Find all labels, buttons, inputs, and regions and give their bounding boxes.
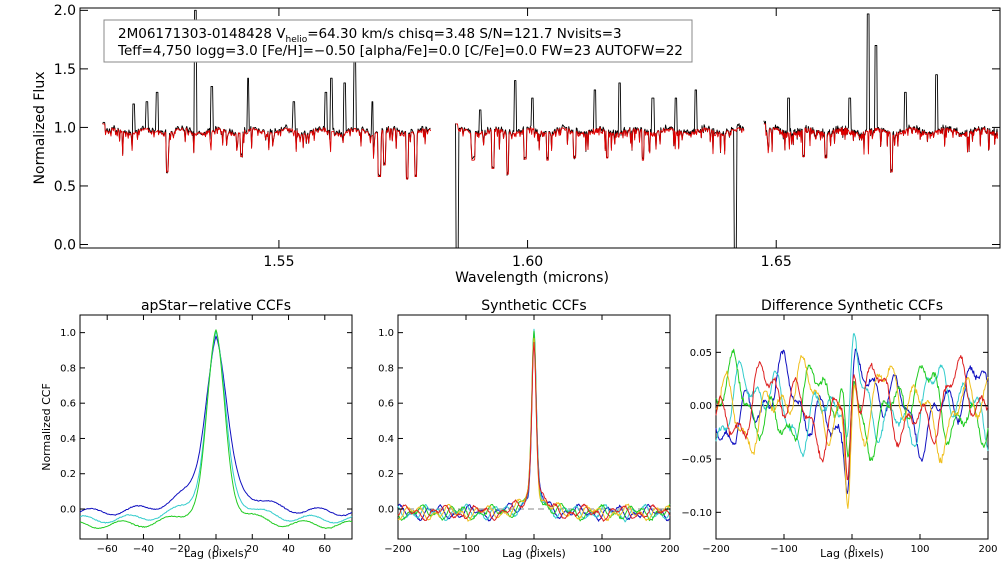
apstar-ccf-ticks: −60 −40 −20 0 20 40 60 0.0 0.2 0.4 0.6 0.8 1.0 bbox=[60, 315, 352, 555]
ytick-label: 0.8 bbox=[60, 363, 76, 374]
ytick-label: 0.4 bbox=[60, 434, 76, 445]
ytick-label: 0.2 bbox=[60, 469, 76, 480]
apstar-ccf-xlabel: Lag (pixels) bbox=[184, 547, 248, 560]
synthetic-ccf-series bbox=[397, 328, 671, 523]
xtick-label: 1.65 bbox=[761, 254, 792, 270]
xtick-label: 200 bbox=[660, 544, 679, 555]
ytick-label: 2.0 bbox=[54, 3, 76, 19]
ytick-label: 0.0 bbox=[378, 505, 394, 516]
difference-ccf-title: Difference Synthetic CCFs bbox=[761, 298, 943, 314]
observed-spectrum-chip-3 bbox=[763, 13, 998, 173]
synthetic-ccf-panel: −200 −100 0 100 200 0.0 0.2 0.4 0.6 0.8 1.0 Synthe… bbox=[378, 298, 679, 560]
ytick-label: 0.05 bbox=[690, 348, 712, 359]
xtick-label: −200 bbox=[702, 544, 729, 555]
difference-ccf-line-4 bbox=[715, 355, 989, 509]
model-spectrum-chip-3 bbox=[763, 123, 998, 173]
spectrum-ylabel: Normalized Flux bbox=[32, 72, 48, 185]
ytick-label: 0.6 bbox=[378, 399, 394, 410]
xtick-label: 40 bbox=[282, 544, 295, 555]
xtick-label: −100 bbox=[452, 544, 479, 555]
synthetic-ccf-title: Synthetic CCFs bbox=[481, 298, 586, 314]
xtick-label: 1.55 bbox=[263, 254, 294, 270]
ytick-label: 1.5 bbox=[54, 62, 76, 78]
synthetic-ccf-line-3 bbox=[397, 330, 671, 522]
synthetic-ccf-line-4 bbox=[397, 337, 671, 522]
spectrum-series bbox=[102, 9, 998, 249]
difference-ccf-series bbox=[715, 332, 989, 509]
spectrum-ticks: 1.55 1.60 1.65 0.0 0.5 1.0 1.5 2.0 bbox=[54, 3, 1000, 270]
ytick-label: 0.4 bbox=[378, 434, 394, 445]
apstar-ccf-line-1 bbox=[79, 335, 353, 517]
ytick-label: 0.00 bbox=[690, 401, 712, 412]
xtick-label: −20 bbox=[169, 544, 190, 555]
model-spectrum-chip-2 bbox=[455, 123, 745, 175]
synthetic-ccf-ticks: −200 −100 0 100 200 0.0 0.2 0.4 0.6 0.8 1.0 bbox=[378, 315, 680, 555]
xtick-label: 0 bbox=[213, 544, 219, 555]
xtick-label: 0 bbox=[531, 544, 537, 555]
xtick-label: −60 bbox=[97, 544, 118, 555]
ytick-label: 0.8 bbox=[378, 363, 394, 374]
ytick-label: 1.0 bbox=[378, 328, 394, 339]
ytick-label: 1.0 bbox=[60, 328, 76, 339]
label-line-1: 2M06171303-0148428 Vhelio=64.30 km/s chi… bbox=[118, 26, 622, 45]
difference-ccf-ticks: −200 −100 0 100 200 −0.10 −0.05 0.00 0.05 bbox=[681, 315, 998, 555]
apstar-ccf-series bbox=[79, 329, 353, 529]
label-line-2: Teff=4,750 logg=3.0 [Fe/H]=−0.50 [alpha/… bbox=[117, 43, 683, 59]
apstar-ccf-line-3 bbox=[79, 329, 353, 529]
synthetic-ccf-line-5 bbox=[397, 341, 671, 522]
difference-ccf-panel: −200 −100 0 100 200 −0.10 −0.05 0.00 0.05 Differ… bbox=[681, 298, 997, 560]
synthetic-ccf-line-1 bbox=[397, 335, 670, 522]
ytick-label: 0.0 bbox=[60, 505, 76, 516]
xtick-label: 1.60 bbox=[512, 254, 543, 270]
spectrum-frame bbox=[79, 7, 1001, 249]
ytick-label: 0.0 bbox=[54, 237, 76, 253]
ytick-label: −0.05 bbox=[681, 455, 712, 466]
label-box bbox=[103, 19, 693, 63]
xtick-label: 0 bbox=[849, 544, 855, 555]
spectrum-panel: 1.55 1.60 1.65 0.0 0.5 1.0 1.5 2.0 2M06171303-0… bbox=[32, 3, 1001, 286]
ytick-label: 0.2 bbox=[378, 469, 394, 480]
ytick-label: 1.0 bbox=[54, 120, 76, 136]
xtick-label: 20 bbox=[246, 544, 259, 555]
xtick-label: 60 bbox=[318, 544, 331, 555]
apstar-ccf-title: apStar−relative CCFs bbox=[141, 298, 291, 314]
difference-ccf-line-2 bbox=[715, 332, 989, 458]
ytick-label: 0.6 bbox=[60, 399, 76, 410]
ytick-label: −0.10 bbox=[681, 508, 712, 519]
ytick-label: 0.5 bbox=[54, 179, 76, 195]
model-spectrum-chip-1 bbox=[102, 123, 432, 180]
apstar-ccf-frame bbox=[79, 314, 353, 540]
apstar-ccf-ylabel: Normalized CCF bbox=[40, 383, 53, 471]
apstar-ccf-panel: −60 −40 −20 0 20 40 60 0.0 0.2 0.4 0.6 0.8 1.0 apSta… bbox=[40, 298, 353, 560]
xtick-label: −100 bbox=[770, 544, 797, 555]
xtick-label: −40 bbox=[133, 544, 154, 555]
xtick-label: 200 bbox=[978, 544, 997, 555]
xtick-label: 100 bbox=[592, 544, 611, 555]
synthetic-ccf-xlabel: Lag (pixels) bbox=[502, 547, 566, 560]
xtick-label: 100 bbox=[910, 544, 929, 555]
xtick-label: −200 bbox=[384, 544, 411, 555]
apstar-ccf-line-2 bbox=[80, 331, 353, 524]
spectrum-xlabel: Wavelength (microns) bbox=[455, 270, 609, 286]
observed-spectrum-chip-2 bbox=[455, 80, 745, 249]
difference-ccf-line-5 bbox=[715, 355, 989, 481]
synthetic-ccf-line-2 bbox=[397, 328, 671, 523]
difference-ccf-xlabel: Lag (pixels) bbox=[820, 547, 884, 560]
